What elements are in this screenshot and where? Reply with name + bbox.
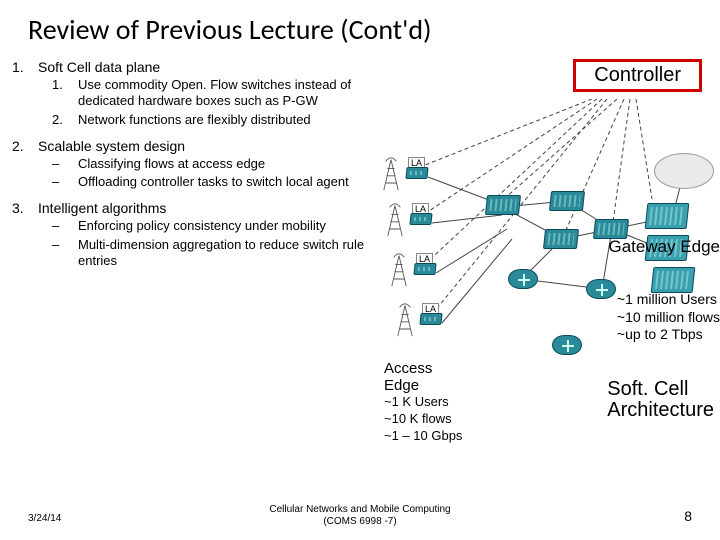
router-icon xyxy=(586,279,616,299)
architecture-label-line: Architecture xyxy=(607,400,714,421)
item-text: Enforcing policy consistency under mobil… xyxy=(78,218,382,234)
gateway-stats: ~1 million Users ~10 million flows ~up t… xyxy=(617,291,720,344)
router-icon xyxy=(552,335,582,355)
access-stat: ~1 K Users xyxy=(384,394,462,411)
gateway-edge-label: Gateway Edge xyxy=(608,237,720,257)
switch-icon xyxy=(419,313,442,325)
item-text: Network functions are flexibly distribut… xyxy=(78,112,382,128)
switch-icon xyxy=(405,167,428,179)
gateway-stat: ~10 million flows xyxy=(617,309,720,327)
section-3: 3. Intelligent algorithms – Enforcing po… xyxy=(12,200,382,269)
internet-cloud-icon xyxy=(654,153,714,189)
switch-icon xyxy=(593,219,629,239)
controller-box: Controller xyxy=(573,59,702,92)
outline-column: 1. Soft Cell data plane 1. Use commodity… xyxy=(12,59,382,279)
access-edge-label: Access Edge xyxy=(384,361,432,394)
section-heading: Intelligent algorithms xyxy=(38,200,166,216)
section-number: 2. xyxy=(12,138,38,154)
router-icon xyxy=(508,269,538,289)
section-1: 1. Soft Cell data plane 1. Use commodity… xyxy=(12,59,382,128)
access-label-line: Access xyxy=(384,361,432,378)
gateway-stat: ~1 million Users xyxy=(617,291,720,309)
item-text: Use commodity Open. Flow switches instea… xyxy=(78,77,382,110)
switch-icon xyxy=(485,195,521,215)
item-bullet: 1. xyxy=(52,77,78,110)
tower-icon xyxy=(386,201,404,239)
tower-icon xyxy=(382,155,400,193)
item-bullet: – xyxy=(52,156,78,172)
tower-icon xyxy=(390,251,408,289)
section-2: 2. Scalable system design – Classifying … xyxy=(12,138,382,191)
gateway-switch-icon xyxy=(651,267,696,293)
diagram-column: Controller xyxy=(382,59,720,279)
content-area: 1. Soft Cell data plane 1. Use commodity… xyxy=(0,55,720,279)
item-bullet: – xyxy=(52,237,78,270)
slide-title: Review of Previous Lecture (Cont'd) xyxy=(0,0,720,55)
section-number: 1. xyxy=(12,59,38,75)
item-bullet: – xyxy=(52,218,78,234)
access-label-line: Edge xyxy=(384,378,432,395)
gateway-switch-icon xyxy=(645,203,690,229)
access-stat: ~10 K flows xyxy=(384,411,462,428)
switch-icon xyxy=(543,229,579,249)
access-stat: ~1 – 10 Gbps xyxy=(384,428,462,445)
section-heading: Soft Cell data plane xyxy=(38,59,160,75)
tower-icon xyxy=(396,301,414,339)
item-text: Classifying flows at access edge xyxy=(78,156,382,172)
switch-icon xyxy=(409,213,432,225)
switch-icon xyxy=(413,263,436,275)
footer-line: (COMS 6998 -7) xyxy=(0,516,720,528)
section-heading: Scalable system design xyxy=(38,138,185,154)
footer-line: Cellular Networks and Mobile Computing xyxy=(0,504,720,516)
item-bullet: 2. xyxy=(52,112,78,128)
switch-icon xyxy=(549,191,585,211)
item-text: Offloading controller tasks to switch lo… xyxy=(78,174,382,190)
item-bullet: – xyxy=(52,174,78,190)
access-stats: ~1 K Users ~10 K flows ~1 – 10 Gbps xyxy=(384,394,462,445)
architecture-label: Soft. Cell Architecture xyxy=(607,379,714,421)
footer-page-number: 8 xyxy=(684,508,692,524)
footer-center: Cellular Networks and Mobile Computing (… xyxy=(0,504,720,528)
architecture-label-line: Soft. Cell xyxy=(607,379,714,400)
section-number: 3. xyxy=(12,200,38,216)
gateway-stat: ~up to 2 Tbps xyxy=(617,326,720,344)
item-text: Multi-dimension aggregation to reduce sw… xyxy=(78,237,382,270)
